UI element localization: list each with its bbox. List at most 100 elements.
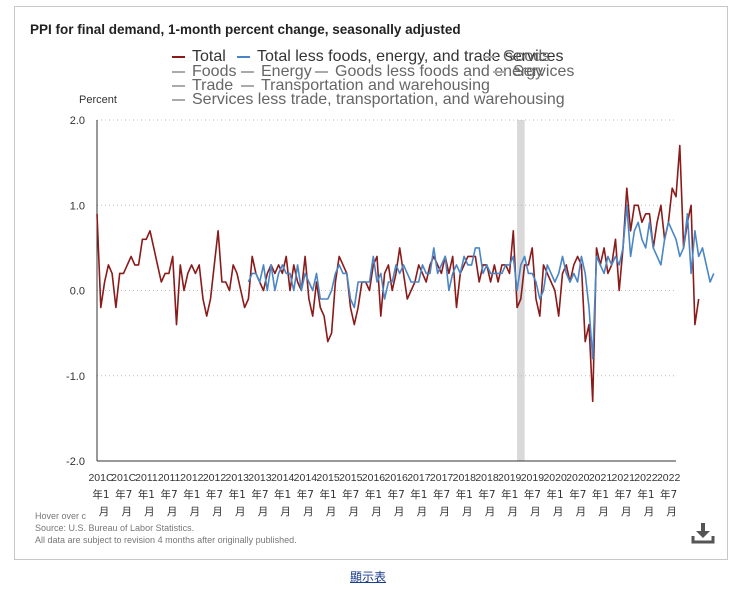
legend-item-total[interactable]: Total	[172, 48, 226, 66]
legend-swatch	[241, 71, 254, 73]
x-tick-month: 月	[485, 506, 496, 518]
x-tick-label: 2014	[294, 472, 318, 484]
x-tick-label: 2011	[158, 472, 181, 484]
x-tick-month: 月	[507, 506, 518, 518]
x-tick-sublabel: 年7	[342, 488, 359, 501]
chart-title: PPI for final demand, 1-month percent ch…	[30, 22, 461, 37]
x-tick-label: 2012	[203, 472, 227, 484]
y-tick-label: -2.0	[66, 456, 85, 468]
x-tick-sublabel: 年7	[433, 488, 450, 501]
series-line-total	[96, 144, 700, 403]
legend-label: Transportation and warehousing	[261, 77, 490, 94]
x-tick-sublabel: 年7	[569, 488, 586, 501]
legend-swatch	[172, 56, 185, 58]
x-tick-month: 月	[326, 506, 337, 518]
x-tick-month: 月	[462, 506, 473, 518]
x-tick-month: 月	[190, 506, 201, 518]
x-tick-sublabel: 年7	[478, 488, 495, 501]
legend-item-core[interactable]: Total less foods, energy, and trade serv…	[237, 48, 564, 66]
x-tick-label: 2016	[384, 472, 408, 484]
x-tick-label: 201C	[111, 472, 137, 484]
x-tick-label: 2011	[135, 472, 158, 484]
x-tick-month: 月	[212, 506, 223, 518]
legend-item-transportation[interactable]: Transportation and warehousing	[241, 77, 490, 95]
x-tick-month: 月	[144, 506, 155, 518]
x-tick-sublabel: 年7	[161, 488, 178, 501]
x-tick-month: 月	[439, 506, 450, 518]
legend-item-services[interactable]: Services	[493, 63, 574, 81]
legend-item-foods[interactable]: Foods	[172, 63, 236, 81]
legend-swatch	[493, 71, 506, 73]
series-line-core	[247, 204, 715, 360]
legend-item-goods-less-foods-energy[interactable]: Goods less foods and energy	[315, 63, 543, 81]
x-tick-month: 月	[666, 506, 677, 518]
x-tick-sublabel: 年1	[637, 488, 654, 501]
legend-label: Goods	[503, 48, 551, 65]
x-tick-month: 月	[553, 506, 564, 518]
x-tick-label: 2016	[362, 472, 386, 484]
x-tick-month: 月	[280, 506, 291, 518]
x-tick-sublabel: 年7	[615, 488, 632, 501]
x-tick-sublabel: 年7	[251, 488, 268, 501]
legend-item-goods[interactable]: Goods	[483, 48, 550, 66]
x-tick-sublabel: 年1	[501, 488, 518, 501]
x-tick-month: 月	[644, 506, 655, 518]
legend-label: Energy	[261, 63, 312, 80]
x-tick-month: 月	[303, 506, 314, 518]
x-tick-label: 2017	[430, 472, 454, 484]
recession-shading	[517, 120, 525, 461]
x-tick-label: 2013	[248, 472, 272, 484]
legend-swatch	[241, 85, 254, 87]
legend-label: Goods less foods and energy	[335, 63, 544, 80]
x-tick-sublabel: 年7	[524, 488, 541, 501]
legend-swatch	[483, 56, 496, 58]
legend-label: Services	[513, 63, 575, 80]
legend-swatch	[172, 71, 185, 73]
x-tick-label: 2015	[316, 472, 340, 484]
x-tick-sublabel: 年1	[183, 488, 200, 501]
legend-item-services-less-trade[interactable]: Services less trade, transportation, and…	[172, 91, 565, 109]
download-icon[interactable]	[690, 520, 716, 546]
x-tick-label: 201C	[88, 472, 114, 484]
x-tick-month: 月	[394, 506, 405, 518]
x-tick-month: 月	[621, 506, 632, 518]
x-tick-month: 月	[235, 506, 246, 518]
legend-item-energy[interactable]: Energy	[241, 63, 312, 81]
legend-swatch	[172, 85, 185, 87]
show-table-link[interactable]: 顯示表	[350, 570, 387, 584]
x-tick-label: 2022	[634, 472, 658, 484]
x-tick-sublabel: 年7	[115, 488, 132, 501]
x-tick-sublabel: 年1	[274, 488, 291, 501]
x-tick-sublabel: 年7	[388, 488, 405, 501]
x-tick-month: 月	[99, 506, 110, 518]
x-tick-sublabel: 年1	[229, 488, 246, 501]
legend-label: Trade	[192, 77, 234, 94]
hover-note: Hover over c	[35, 511, 87, 521]
x-tick-label: 2019	[521, 472, 545, 484]
x-tick-month: 月	[167, 506, 178, 518]
legend-label: Foods	[192, 63, 237, 80]
x-tick-label: 2015	[339, 472, 363, 484]
legend-label: Total	[192, 48, 226, 65]
x-tick-sublabel: 年1	[592, 488, 609, 501]
legend-swatch	[237, 56, 250, 58]
x-tick-label: 2018	[475, 472, 499, 484]
x-tick-sublabel: 年1	[547, 488, 564, 501]
legend-label: Services less trade, transportation, and…	[192, 91, 565, 108]
legend-item-trade[interactable]: Trade	[172, 77, 233, 95]
x-tick-sublabel: 年7	[206, 488, 223, 501]
line-chart[interactable]: 2.01.00.0-1.0-2.0201C年1月201C年7月2011年1月20…	[0, 0, 740, 520]
x-tick-month: 月	[598, 506, 609, 518]
legend-swatch	[315, 71, 328, 73]
x-tick-label: 2013	[226, 472, 250, 484]
x-tick-sublabel: 年7	[297, 488, 314, 501]
y-tick-label: -1.0	[66, 371, 85, 383]
x-tick-label: 2020	[566, 472, 590, 484]
x-tick-label: 2019	[498, 472, 522, 484]
source-note: Source: U.S. Bureau of Labor Statistics.	[35, 523, 195, 533]
x-tick-label: 2021	[589, 472, 613, 484]
x-tick-month: 月	[576, 506, 587, 518]
x-tick-sublabel: 年1	[410, 488, 427, 501]
x-tick-label: 2020	[543, 472, 567, 484]
x-tick-sublabel: 年1	[456, 488, 473, 501]
